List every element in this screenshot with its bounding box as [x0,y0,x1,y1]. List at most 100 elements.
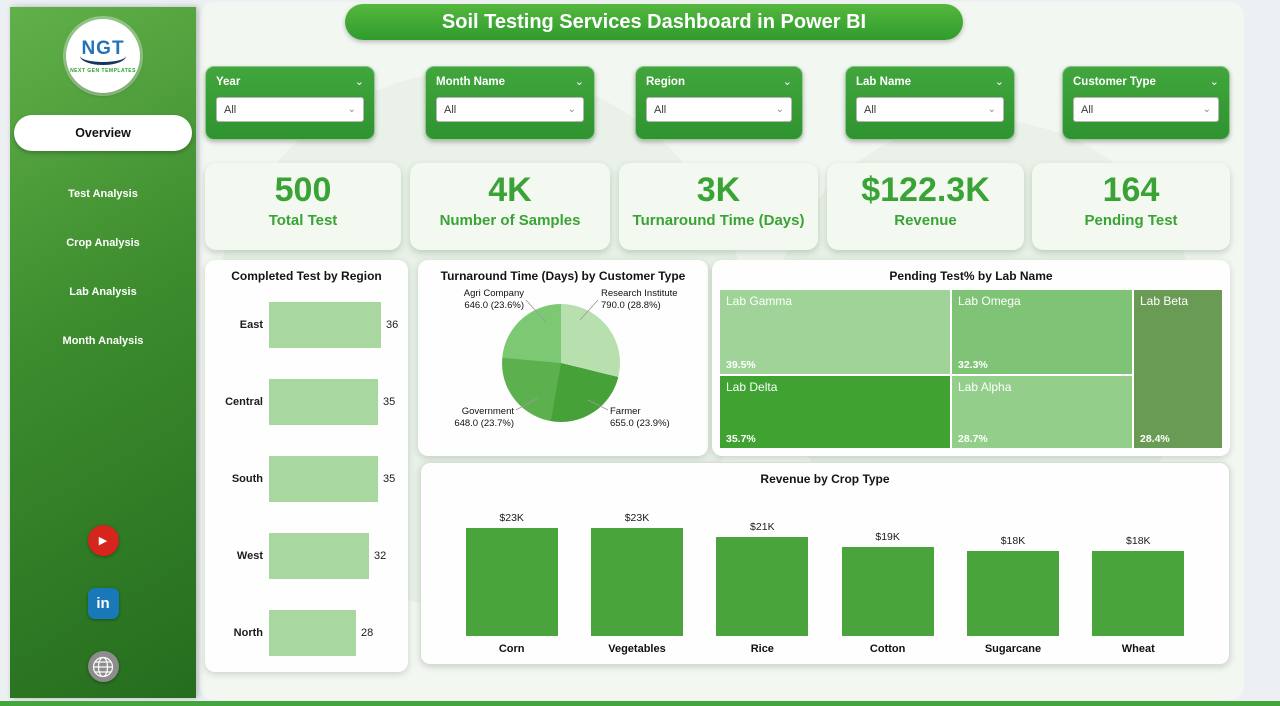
tile-label: Lab Omega [958,294,1021,308]
value-label: 35 [383,396,396,408]
column-group: $23K Corn [454,493,570,656]
chevron-down-icon[interactable]: ⌄ [1209,76,1219,88]
chevron-down-icon: ⌄ [987,103,996,115]
chevron-down-icon: ⌄ [1202,103,1211,115]
kpi-label: Turnaround Time (Days) [632,212,805,230]
kpi-value: $122.3K [861,171,990,209]
category-label: East [239,319,263,331]
tile-percent: 35.7% [726,433,756,445]
filter-year: Year ⌄ All ⌄ [205,66,375,140]
filter-month-label: Month Name [436,76,505,88]
youtube-icon[interactable]: ▶ [87,525,119,556]
kpi-label: Number of Samples [439,212,581,230]
kpi-total-test: 500 Total Test [205,163,401,250]
tile-lab-delta[interactable]: Lab Delta 35.7% [720,376,950,448]
filter-customer-dropdown[interactable]: All ⌄ [1073,97,1219,122]
chevron-down-icon[interactable]: ⌄ [782,76,792,88]
filter-region-label: Region [646,76,685,88]
tile-label: Lab Delta [726,380,778,394]
website-globe-icon[interactable] [87,651,119,682]
value-label: $18K [1000,535,1026,547]
column-cotton[interactable] [841,547,934,636]
filter-lab-name: Lab Name ⌄ All ⌄ [845,66,1015,140]
value-label: 28 [361,627,374,639]
social-links: ▶ in [10,525,196,682]
completed-test-by-region-chart: Completed Test by Region East 36 Central… [205,260,408,672]
filter-month-name: Month Name ⌄ All ⌄ [425,66,595,140]
chevron-down-icon: ⌄ [567,103,576,115]
kpi-value: 4K [488,171,532,209]
value-label: $23K [499,512,524,524]
tile-lab-beta[interactable]: Lab Beta 28.4% [1134,290,1222,448]
filter-year-dropdown[interactable]: All ⌄ [216,97,364,122]
filter-month-dropdown[interactable]: All ⌄ [436,97,584,122]
bar-row: East 36 [213,302,402,348]
bar-south[interactable] [269,456,378,502]
column-group: $18K Wheat [1080,493,1196,656]
kpi-label: Pending Test [1084,212,1178,230]
linkedin-icon[interactable]: in [87,588,119,619]
logo-subtext: NEXT GEN TEMPLATES [70,67,136,74]
sidebar-item-month-analysis[interactable]: Month Analysis [62,335,144,347]
tile-lab-alpha[interactable]: Lab Alpha 28.7% [952,376,1132,448]
category-label: West [236,550,263,562]
filter-lab-value: All [864,103,877,116]
column-corn[interactable] [465,528,558,636]
filter-year-label: Year [216,76,241,88]
filter-region: Region ⌄ All ⌄ [635,66,803,140]
chevron-down-icon[interactable]: ⌄ [994,76,1004,88]
filter-lab-dropdown[interactable]: All ⌄ [856,97,1004,122]
tile-lab-gamma[interactable]: Lab Gamma 39.5% [720,290,950,374]
column-sugarcane[interactable] [966,551,1059,636]
value-label: $21K [750,521,775,533]
chevron-down-icon[interactable]: ⌄ [354,76,364,88]
kpi-revenue: $122.3K Revenue [827,163,1024,250]
pie-chart[interactable] [502,304,620,422]
column-vegetables[interactable] [590,528,683,636]
bar-central[interactable] [269,379,378,425]
value-label: 36 [386,319,399,331]
filter-customer-label: Customer Type [1073,76,1156,88]
tile-label: Lab Beta [1140,294,1189,308]
column-wheat[interactable] [1092,551,1185,636]
tile-label: Lab Alpha [958,380,1012,394]
sidebar-item-lab-analysis[interactable]: Lab Analysis [69,286,137,298]
pie-label-farmer: Farmer 655.0 (23.9%) [610,406,670,430]
chevron-down-icon[interactable]: ⌄ [574,76,584,88]
filter-month-value: All [444,103,457,116]
value-label: 32 [374,550,387,562]
bar-row: South 35 [213,456,402,502]
tile-label: Lab Gamma [726,294,793,308]
kpi-value: 164 [1102,171,1160,209]
kpi-pending-test: 164 Pending Test [1032,163,1230,250]
turnaround-time-pie-chart: Turnaround Time (Days) by Customer Type … [418,260,708,456]
revenue-by-crop-chart: Revenue by Crop Type $23K Corn $23K Vege… [420,462,1230,665]
pie-label-research-institute: Research Institute 790.0 (28.8%) [601,288,678,312]
column-group: $18K Sugarcane [955,493,1071,656]
kpi-value: 500 [274,171,332,209]
bar-north[interactable] [269,610,356,656]
value-label: 35 [383,473,396,485]
column-rice[interactable] [716,537,809,636]
value-label: $23K [624,512,650,524]
kpi-number-of-samples: 4K Number of Samples [410,163,610,250]
bar-east[interactable] [269,302,381,348]
sidebar-item-crop-analysis[interactable]: Crop Analysis [66,237,140,249]
chevron-down-icon: ⌄ [775,103,784,115]
tile-lab-omega[interactable]: Lab Omega 32.3% [952,290,1132,374]
category-label: Cotton [869,643,906,655]
category-label: Sugarcane [984,643,1042,655]
category-label: North [233,627,263,639]
bar-west[interactable] [269,533,369,579]
category-label: Vegetables [608,643,666,655]
sidebar-item-overview[interactable]: Overview [14,115,192,151]
filter-customer-value: All [1081,103,1094,116]
pie-label-government: Government 648.0 (23.7%) [454,406,514,430]
ngt-logo: NGT NEXT GEN TEMPLATES [66,19,140,93]
kpi-label: Revenue [894,212,957,230]
sidebar-item-test-analysis[interactable]: Test Analysis [68,188,138,200]
filter-region-dropdown[interactable]: All ⌄ [646,97,792,122]
column-group: $19K Cotton [830,493,946,656]
tile-percent: 28.7% [958,433,988,445]
